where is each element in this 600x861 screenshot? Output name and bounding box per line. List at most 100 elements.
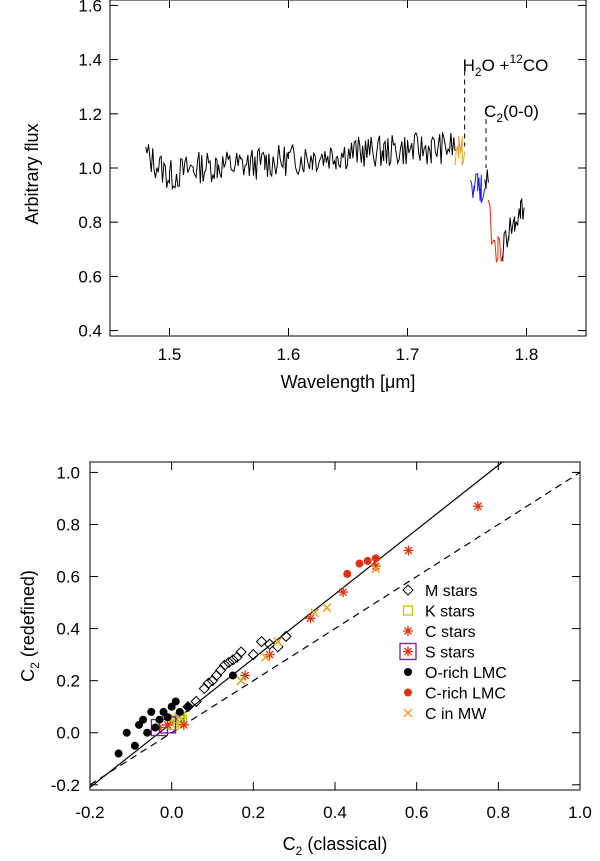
y-tick-label: 0.6 [78, 267, 102, 286]
point-c-stars [370, 561, 381, 572]
annotation-h2o-co: H2O +12CO [463, 52, 549, 79]
y-tick-label: 0.4 [78, 322, 102, 341]
circle-marker [355, 559, 364, 568]
point-m-stars [255, 635, 268, 648]
asterisk-marker [240, 670, 251, 681]
circle-marker [122, 728, 131, 737]
square-marker [402, 605, 414, 616]
legend-marker [404, 688, 412, 697]
y-tick-label: 0.8 [78, 213, 102, 232]
point-c-in-mw [371, 564, 381, 574]
point-c-rich-lmc [363, 556, 372, 565]
legend-label: O-rich LMC [425, 665, 507, 682]
point-c-rich-lmc [371, 554, 380, 563]
spectrum-series-line [484, 169, 489, 190]
legend-label: C stars [425, 624, 476, 641]
plot-frame [89, 461, 581, 791]
x-axis-label: C2 (classical) [283, 834, 388, 858]
diamond-marker [223, 656, 235, 669]
point-o-rich-lmc [130, 741, 139, 750]
diamond-marker [190, 695, 202, 708]
point-o-rich-lmc [122, 728, 131, 737]
point-o-rich-lmc [175, 707, 184, 716]
point-c-stars [472, 501, 483, 512]
point-m-stars [214, 664, 227, 676]
y-axis-label: Arbitrary flux [22, 123, 42, 224]
fit-solid-line [89, 461, 503, 788]
x-marker [273, 637, 283, 647]
asterisk-marker [338, 587, 349, 598]
one-to-one-dashed-line [89, 471, 581, 786]
point-c-stars [305, 613, 316, 624]
asterisk-marker [472, 501, 483, 512]
circle-marker [139, 715, 148, 724]
y-tick-label: 0.2 [56, 672, 80, 691]
spectrum-series-line [487, 199, 504, 264]
y-tick-label: 0.4 [56, 620, 80, 639]
point-m-stars [231, 651, 243, 663]
point-c-in-mw [236, 676, 246, 686]
y-tick-label: 0.0 [56, 724, 80, 743]
legend-marker [404, 668, 412, 676]
diamond-marker [263, 638, 276, 650]
x-tick-label: 1.6 [277, 345, 301, 364]
point-o-rich-lmc [163, 713, 172, 722]
circle-marker [404, 668, 412, 676]
asterisk-marker [403, 626, 413, 636]
spectrum-series-line [454, 135, 466, 166]
circle-marker [363, 556, 372, 565]
x-tick-label: 0.4 [323, 803, 347, 822]
diamond-marker [202, 677, 215, 689]
x-tick-label: 0.0 [160, 803, 184, 822]
circle-marker [143, 728, 152, 737]
point-c-in-mw [261, 652, 271, 662]
y-tick-label: 1.0 [78, 159, 102, 178]
diamond-marker [210, 669, 223, 682]
circle-marker [175, 707, 184, 716]
legend-label: M stars [425, 583, 477, 600]
x-marker [261, 652, 271, 662]
x-tick-label: 0.6 [405, 803, 429, 822]
circle-marker [151, 723, 160, 732]
y-tick-label: 0.6 [56, 568, 80, 587]
asterisk-marker [403, 646, 413, 657]
point-c-stars [403, 545, 414, 556]
box-marker [399, 642, 417, 661]
point-o-rich-lmc [147, 707, 156, 716]
x-marker [403, 708, 413, 718]
x-marker [371, 564, 381, 574]
point-m-stars [223, 656, 235, 669]
point-m-stars [247, 648, 260, 661]
x-tick-label: 0.8 [487, 803, 511, 822]
point-m-stars [190, 695, 202, 708]
y-tick-label: 1.6 [78, 0, 102, 15]
x-tick-label: 1.7 [396, 345, 420, 364]
circle-marker [147, 707, 156, 716]
point-o-rich-lmc [184, 702, 192, 711]
diamond-marker [214, 664, 227, 676]
point-c-stars [264, 649, 275, 660]
circle-marker [171, 697, 180, 706]
legend-marker [402, 584, 414, 596]
legend-label: C-rich LMC [425, 686, 506, 703]
circle-marker [228, 671, 237, 680]
diamond-marker [402, 584, 414, 596]
legend-label: C in MW [425, 706, 487, 723]
point-m-stars [219, 659, 231, 671]
point-m-stars [235, 646, 247, 658]
circle-marker [155, 715, 164, 724]
point-c-in-mw [310, 608, 320, 618]
diamond-marker [255, 635, 268, 648]
point-m-stars [198, 682, 211, 695]
plot-frame [109, 0, 587, 337]
legend-marker [402, 605, 414, 616]
panel-bottom: -0.2 0.0 0.2 0.4 0.6 0.8 1.0 -0.2 0.0 0.2 0.4 0.6 0.… [18, 461, 592, 858]
legend-label: K stars [425, 604, 475, 621]
circle-marker [184, 702, 192, 711]
asterisk-marker [305, 613, 316, 624]
diamond-marker [280, 630, 292, 643]
diamond-marker [227, 654, 239, 666]
annotation-c2: C2(0-0) [484, 102, 539, 125]
asterisk-marker [264, 649, 275, 660]
